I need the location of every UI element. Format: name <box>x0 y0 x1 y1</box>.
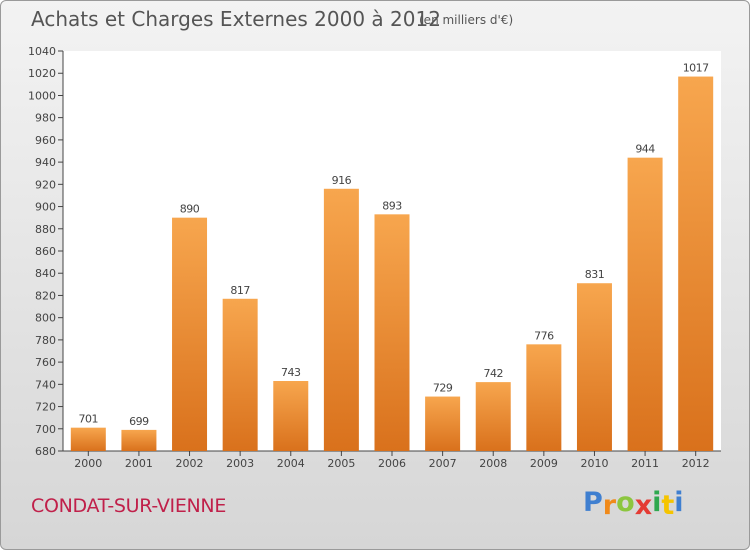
bar <box>121 429 157 451</box>
x-tick-label: 2010 <box>580 457 608 470</box>
logo-letter: r <box>602 490 617 521</box>
y-tick-label: 1020 <box>28 67 56 80</box>
y-tick-label: 940 <box>35 156 56 169</box>
y-tick-label: 960 <box>35 134 56 147</box>
logo-letter: i <box>652 487 662 518</box>
bar <box>323 188 359 451</box>
data-label: 701 <box>79 413 99 426</box>
y-tick-label: 880 <box>35 223 56 236</box>
y-tick-label: 720 <box>35 401 56 414</box>
data-label: 743 <box>281 366 301 379</box>
bar <box>222 298 258 451</box>
x-tick-label: 2002 <box>176 457 204 470</box>
x-tick-label: 2009 <box>530 457 558 470</box>
y-tick-label: 980 <box>35 112 56 125</box>
bar <box>627 157 663 451</box>
logo-letter: o <box>616 487 635 518</box>
logo-letter: P <box>583 487 603 518</box>
bar <box>172 217 208 451</box>
bar <box>374 214 410 451</box>
data-label: 742 <box>483 367 503 380</box>
logo-letter: i <box>674 487 684 518</box>
data-label: 916 <box>332 174 352 187</box>
bar <box>425 396 461 451</box>
x-tick-label: 2005 <box>327 457 355 470</box>
y-tick-label: 760 <box>35 356 56 369</box>
data-label: 893 <box>382 199 402 212</box>
y-tick-label: 820 <box>35 289 56 302</box>
x-tick-label: 2001 <box>125 457 153 470</box>
data-label: 944 <box>635 143 655 156</box>
logo-letter: x <box>634 490 653 521</box>
y-tick-label: 700 <box>35 423 56 436</box>
y-tick-label: 1000 <box>28 89 56 102</box>
y-tick-label: 740 <box>35 378 56 391</box>
x-tick-label: 2007 <box>429 457 457 470</box>
x-tick-label: 2003 <box>226 457 254 470</box>
y-tick-label: 780 <box>35 334 56 347</box>
y-tick-label: 840 <box>35 267 56 280</box>
data-label: 699 <box>129 415 149 428</box>
bar <box>678 76 714 452</box>
proxiti-logo: Proxiti <box>583 487 684 521</box>
chart-title: Achats et Charges Externes 2000 à 2012 <box>31 7 441 31</box>
x-tick-label: 2004 <box>277 457 305 470</box>
chart-subtitle: (en milliers d'€) <box>419 13 514 27</box>
data-label: 776 <box>534 329 554 342</box>
bar <box>70 427 106 451</box>
y-tick-label: 920 <box>35 178 56 191</box>
data-label: 890 <box>180 203 200 216</box>
data-label: 831 <box>585 268 605 281</box>
x-tick-label: 2012 <box>682 457 710 470</box>
commune-name: CONDAT-SUR-VIENNE <box>31 495 227 517</box>
y-tick-label: 1040 <box>28 45 56 58</box>
y-tick-label: 860 <box>35 245 56 258</box>
bar <box>526 344 562 451</box>
bar <box>273 381 309 451</box>
x-tick-label: 2011 <box>631 457 659 470</box>
y-tick-label: 900 <box>35 201 56 214</box>
y-tick-label: 680 <box>35 445 56 458</box>
bar <box>475 382 511 451</box>
data-label: 817 <box>230 284 250 297</box>
x-tick-label: 2006 <box>378 457 406 470</box>
y-tick-label: 800 <box>35 312 56 325</box>
logo-letter: t <box>661 490 675 521</box>
data-label: 729 <box>433 382 453 395</box>
bar <box>576 283 612 451</box>
data-label: 1017 <box>683 62 709 75</box>
x-tick-label: 2008 <box>479 457 507 470</box>
x-tick-label: 2000 <box>74 457 102 470</box>
